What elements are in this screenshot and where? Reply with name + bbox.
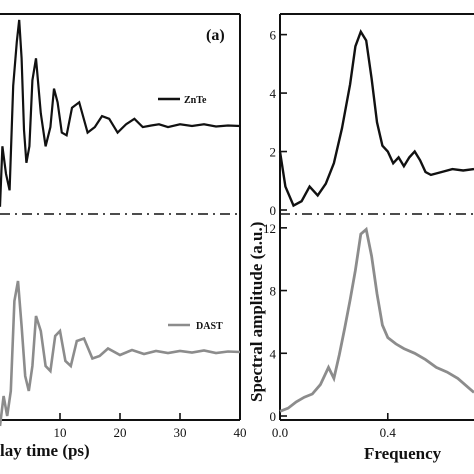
left-xtick-label: 10 [54,425,67,440]
right-yaxis-title: Spectral amplitude (a.u.) [247,222,266,402]
series-line-znte [0,19,241,207]
lower-ytick-label: 8 [270,284,277,299]
legend-dast: DAST [168,321,223,332]
right-xtick-label: 0.4 [380,425,397,440]
right-xticks: 0.0 0.4 [272,413,397,440]
right-xtick-label: 0.0 [272,425,288,440]
right-lower-yticks: 0 4 8 12 [263,221,287,424]
legend-znte: ZnTe [158,95,207,106]
right-upper-yticks: 0 2 4 6 [270,28,287,218]
right-xaxis-title: Frequency [364,444,442,463]
lower-ytick-label: 4 [270,346,277,361]
legend-znte-label: ZnTe [184,95,207,106]
left-xtick-label: 30 [174,425,187,440]
left-xticks: 10 20 30 40 [54,413,247,440]
spectrum-line-dast [279,226,474,413]
upper-ytick-label: 4 [270,86,277,101]
upper-ytick-label: 6 [270,28,277,43]
panel-label-a: (a) [206,27,225,44]
right-panel: 0 2 4 6 0 4 8 12 0.0 0.4 Spectral amplitude (a.… [247,13,474,463]
lower-ytick-label: 0 [270,409,277,424]
left-xaxis-title: lay time (ps) [0,441,90,460]
left-xtick-label: 40 [234,425,247,440]
legend-dast-label: DAST [196,321,223,332]
spectrum-line-znte [278,28,474,208]
left-panel: 10 20 30 40 (a) ZnTe DAST lay time (ps) [0,13,247,460]
upper-ytick-label: 2 [270,145,277,160]
upper-ytick-label: 0 [270,203,277,218]
series-line-dast [0,280,241,427]
left-xtick-label: 20 [114,425,127,440]
lower-ytick-label: 12 [263,221,276,236]
